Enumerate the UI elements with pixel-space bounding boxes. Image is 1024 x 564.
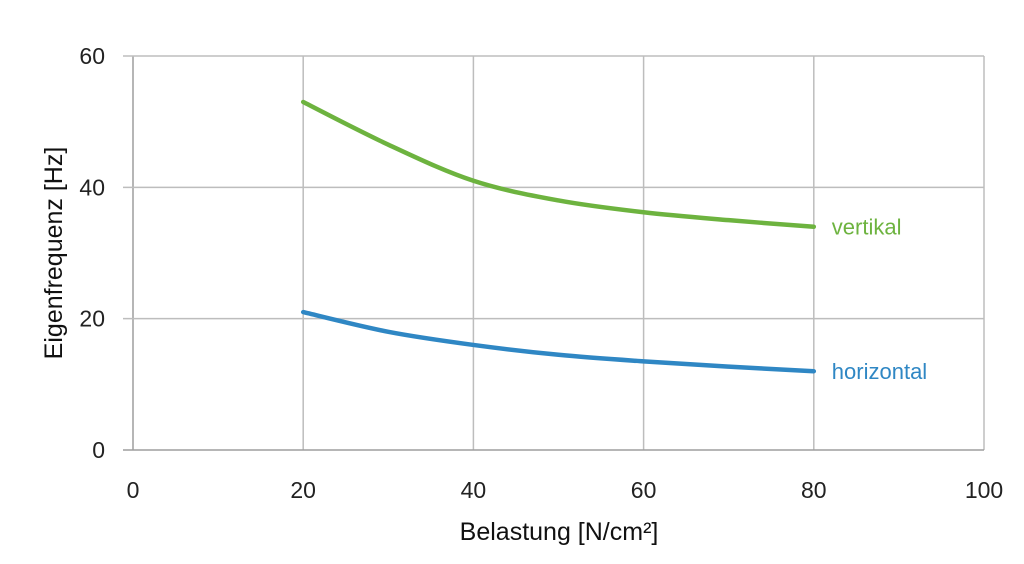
y-tick-label: 0 [92,437,105,463]
x-tick-label: 40 [461,477,487,503]
series-label-horizontal: horizontal [832,359,927,384]
tick-labels: 0 20 40 60 80 100 0 20 40 60 [79,43,1003,503]
y-tick-label: 40 [79,174,105,200]
x-tick-label: 100 [965,477,1003,503]
y-tick-label: 60 [79,43,105,69]
x-tick-label: 60 [631,477,657,503]
grid [123,55,985,451]
series-lines [300,99,817,374]
y-axis-title: Eigenfrequenz [Hz] [40,147,68,360]
series-label-vertikal: vertikal [832,215,902,240]
series-line-horizontal [300,309,817,374]
x-tick-label: 20 [290,477,316,503]
series-line-vertikal [300,99,817,229]
x-tick-label: 0 [127,477,140,503]
x-tick-label: 80 [801,477,827,503]
y-tick-label: 20 [79,306,105,332]
series-labels: vertikal horizontal [832,215,927,384]
x-axis-title: Belastung [N/cm²] [460,518,659,546]
